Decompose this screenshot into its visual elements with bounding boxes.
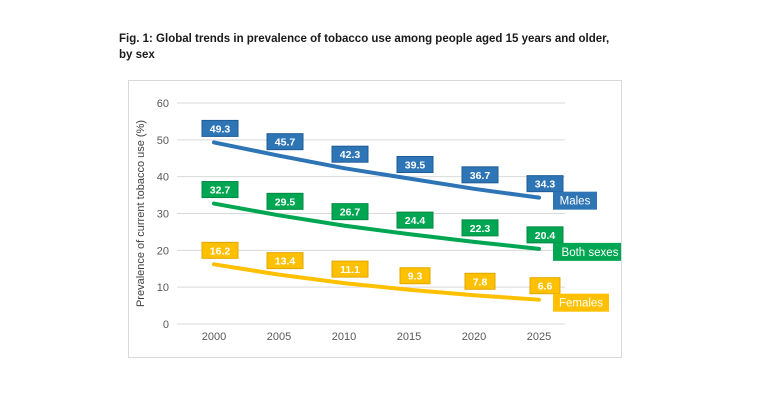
data-label: 9.3 bbox=[408, 271, 423, 283]
data-label-box bbox=[399, 267, 431, 285]
data-label: 11.1 bbox=[340, 264, 360, 276]
y-tick-label: 20 bbox=[157, 245, 169, 257]
data-label-box bbox=[526, 226, 564, 244]
data-label: 20.4 bbox=[535, 230, 556, 242]
series-name-label: Males bbox=[560, 196, 591, 208]
data-label-box bbox=[464, 272, 496, 290]
data-label: 24.4 bbox=[405, 215, 426, 227]
data-label: 49.3 bbox=[210, 123, 231, 135]
y-tick-label: 50 bbox=[157, 135, 169, 147]
y-tick-label: 40 bbox=[157, 172, 169, 184]
data-label-box bbox=[266, 133, 304, 151]
data-label: 32.7 bbox=[210, 185, 231, 197]
data-label-box bbox=[201, 181, 239, 199]
series-name-label: Females bbox=[559, 298, 603, 310]
data-label-box bbox=[529, 277, 561, 295]
data-label: 29.5 bbox=[275, 196, 296, 208]
data-label-box bbox=[526, 175, 564, 193]
y-tick-label: 10 bbox=[157, 282, 169, 294]
figure-title-line2: by sex bbox=[119, 49, 155, 62]
chart-container: 0 10 20 30 40 50 60 2000 2005 2010 2015 2020 2025 Pre… bbox=[128, 80, 622, 358]
data-label: 26.7 bbox=[340, 207, 361, 219]
data-label-box bbox=[331, 145, 369, 163]
data-label-box bbox=[331, 260, 369, 278]
data-label: 6.6 bbox=[538, 281, 553, 293]
data-label: 39.5 bbox=[405, 160, 426, 172]
data-label: 36.7 bbox=[470, 170, 491, 182]
series-name-box-males bbox=[553, 191, 597, 210]
series-line-both-sexes bbox=[212, 201, 541, 251]
data-label-box bbox=[266, 252, 304, 270]
data-label: 16.2 bbox=[210, 245, 231, 257]
figure-title: Fig. 1: Global trends in prevalence of t… bbox=[119, 31, 659, 63]
figure-title-line1: Fig. 1: Global trends in prevalence of t… bbox=[119, 33, 610, 45]
data-label-box bbox=[461, 166, 499, 184]
y-axis-title: Prevalence of current tobacco use (%) bbox=[135, 120, 147, 307]
data-label-box bbox=[266, 192, 304, 210]
x-tick-label: 2000 bbox=[202, 331, 226, 343]
x-tick-label: 2015 bbox=[397, 331, 421, 343]
series-name-box-both-sexes bbox=[553, 242, 621, 261]
data-label: 22.3 bbox=[470, 223, 491, 235]
data-label: 45.7 bbox=[275, 137, 296, 149]
series-line-males bbox=[212, 140, 541, 200]
x-tick-label: 2005 bbox=[267, 331, 291, 343]
y-tick-label: 60 bbox=[157, 98, 169, 110]
data-label-box bbox=[396, 156, 434, 174]
data-label: 42.3 bbox=[340, 149, 361, 161]
x-tick-label: 2010 bbox=[332, 331, 356, 343]
data-label-box bbox=[201, 241, 239, 259]
data-label-box bbox=[396, 211, 434, 229]
x-tick-label: 2020 bbox=[462, 331, 486, 343]
data-label-box bbox=[201, 119, 239, 137]
line-chart: 0 10 20 30 40 50 60 2000 2005 2010 2015 2020 2025 Pre… bbox=[135, 98, 621, 343]
series-name-box-females bbox=[553, 293, 609, 312]
data-label-box bbox=[331, 203, 369, 221]
series-name-label: Both sexes bbox=[562, 247, 619, 259]
data-label: 13.4 bbox=[275, 256, 296, 268]
data-label: 7.8 bbox=[473, 276, 488, 288]
x-tick-label: 2025 bbox=[527, 331, 551, 343]
y-tick-label: 0 bbox=[163, 319, 169, 331]
y-tick-label: 30 bbox=[157, 209, 169, 221]
series-line-females bbox=[212, 262, 541, 302]
data-label: 34.3 bbox=[535, 179, 556, 191]
data-label-box bbox=[461, 219, 499, 237]
